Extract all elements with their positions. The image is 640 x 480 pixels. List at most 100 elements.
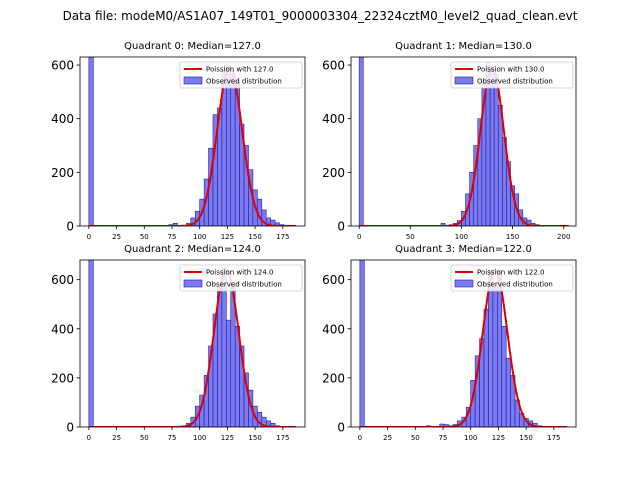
poisson-fit-line <box>359 268 568 427</box>
legend-hist-swatch <box>183 76 203 85</box>
x-tick-label: 125 <box>492 434 505 442</box>
histogram-bar <box>505 357 511 427</box>
histogram-bar <box>489 70 495 226</box>
x-tick-label: 75 <box>168 434 177 442</box>
histogram-bar <box>270 423 276 427</box>
x-tick-label: 25 <box>383 434 392 442</box>
histogram-bar <box>492 286 498 427</box>
histogram-bar <box>172 223 178 226</box>
legend-hist-swatch <box>183 279 203 288</box>
legend-fit-label: Poission with 127.0 <box>206 66 274 74</box>
legend-hist-label: Observed distribution <box>206 78 282 86</box>
chart-title: Quadrant 2: Median=124.0 <box>124 244 261 255</box>
x-tick-label: 50 <box>140 233 149 241</box>
y-tick-label: 0 <box>337 220 345 234</box>
y-tick-label: 400 <box>51 112 74 126</box>
chart-panel-quadrant-1: Quadrant 1: Median=130.0 0 50 100 150 200 0 200… <box>322 41 577 241</box>
x-tick-label: 100 <box>193 434 206 442</box>
chart-legend: Poission with 124.0 Observed distribution <box>179 264 303 292</box>
y-tick-label: 0 <box>66 220 74 234</box>
y-tick-label: 600 <box>51 273 74 287</box>
y-tick-label: 200 <box>51 371 74 385</box>
chart-title: Quadrant 3: Median=122.0 <box>395 244 532 255</box>
legend-fit-label: Poission with 124.0 <box>206 269 274 277</box>
chart-panel-quadrant-2: Quadrant 2: Median=124.0 0 25 50 75 100 125 150… <box>51 244 306 442</box>
poisson-fit-line <box>88 268 297 427</box>
chart-legend: Poission with 122.0 Observed distribution <box>450 264 574 292</box>
y-tick-label: 200 <box>322 166 345 180</box>
x-tick-label: 0 <box>87 434 91 442</box>
histogram-bar <box>497 104 503 226</box>
x-tick-label: 150 <box>506 233 519 241</box>
x-tick-label: 25 <box>112 434 121 442</box>
histogram-bar <box>483 308 489 427</box>
x-tick-label: 50 <box>406 233 415 241</box>
x-tick-label: 50 <box>411 434 420 442</box>
histogram-bar <box>226 64 232 226</box>
x-tick-label: 150 <box>248 233 261 241</box>
x-tick-label: 0 <box>357 233 361 241</box>
legend-hist-swatch <box>454 76 474 85</box>
legend-fit-label: Poission with 130.0 <box>477 66 545 74</box>
x-tick-label: 200 <box>557 233 570 241</box>
legend-box <box>450 61 574 89</box>
axes-frame <box>350 56 577 227</box>
legend-box <box>450 264 574 292</box>
x-tick-label: 125 <box>221 434 234 442</box>
poisson-fit-line <box>359 66 569 226</box>
x-tick-label: 100 <box>464 434 477 442</box>
histogram-bar <box>88 260 94 427</box>
histogram-bar <box>226 319 232 427</box>
histogram-bar <box>358 57 364 226</box>
x-tick-label: 150 <box>248 434 261 442</box>
x-tick-label: 125 <box>221 233 234 241</box>
legend-box <box>179 264 303 292</box>
x-tick-label: 175 <box>276 434 289 442</box>
x-tick-label: 0 <box>358 434 362 442</box>
legend-hist-label: Observed distribution <box>477 78 553 86</box>
chart-panel-quadrant-3: Quadrant 3: Median=122.0 0 25 50 75 100 125 150… <box>322 244 577 442</box>
y-tick-label: 0 <box>66 421 74 435</box>
x-tick-label: 0 <box>87 233 91 241</box>
poisson-fit-line <box>88 66 297 226</box>
y-tick-label: 600 <box>51 59 74 73</box>
chart-legend: Poission with 127.0 Observed distribution <box>179 61 303 89</box>
chart-title: Quadrant 0: Median=127.0 <box>124 41 261 52</box>
y-tick-label: 400 <box>51 322 74 336</box>
y-tick-label: 400 <box>322 112 345 126</box>
x-tick-label: 150 <box>519 434 532 442</box>
x-tick-label: 75 <box>168 233 177 241</box>
histogram-bars <box>359 260 542 427</box>
axes-frame <box>350 259 577 428</box>
histogram-bar <box>493 74 499 226</box>
y-tick-label: 0 <box>337 421 345 435</box>
x-tick-label: 75 <box>439 434 448 442</box>
legend-fit-label: Poission with 122.0 <box>477 269 545 277</box>
y-tick-label: 200 <box>51 166 74 180</box>
chart-title: Quadrant 1: Median=130.0 <box>395 41 532 52</box>
histogram-bar <box>88 57 94 226</box>
axes-frame <box>79 259 306 428</box>
y-tick-label: 600 <box>322 59 345 73</box>
x-tick-label: 175 <box>547 434 560 442</box>
legend-hist-label: Observed distribution <box>206 281 282 289</box>
x-tick-label: 175 <box>276 233 289 241</box>
histogram-bar <box>230 74 236 226</box>
x-tick-label: 50 <box>140 434 149 442</box>
legend-box <box>179 61 303 89</box>
histogram-bar <box>359 260 365 427</box>
y-tick-label: 600 <box>322 273 345 287</box>
figure-suptitle: Data file: modeM0/AS1A07_149T01_90000033… <box>63 9 578 23</box>
histogram-bar <box>501 326 507 427</box>
x-tick-label: 100 <box>455 233 468 241</box>
x-tick-label: 100 <box>193 233 206 241</box>
legend-hist-swatch <box>454 279 474 288</box>
y-tick-label: 200 <box>322 371 345 385</box>
histogram-bar <box>440 223 446 226</box>
legend-hist-label: Observed distribution <box>477 281 553 289</box>
chart-legend: Poission with 130.0 Observed distribution <box>450 61 574 89</box>
y-tick-label: 400 <box>322 322 345 336</box>
chart-panel-quadrant-0: Quadrant 0: Median=127.0 0 25 50 75 100 125 150… <box>51 41 306 241</box>
axes-frame <box>79 56 306 227</box>
